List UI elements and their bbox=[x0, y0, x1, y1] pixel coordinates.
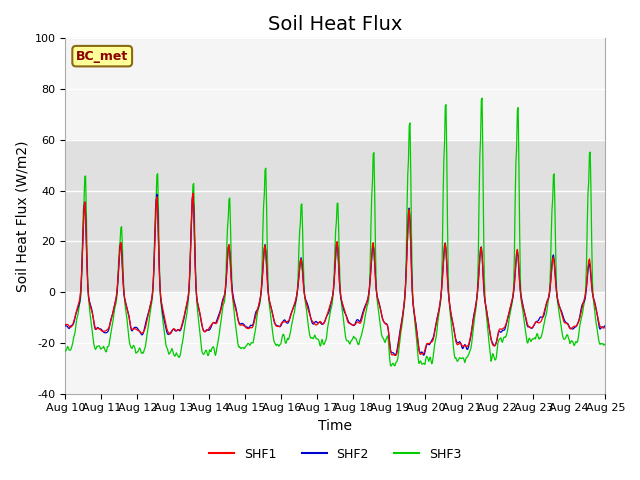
SHF3 bbox=[387, 363, 395, 369]
Title: Soil Heat Flux: Soil Heat Flux bbox=[268, 15, 403, 34]
SHF2 bbox=[189, 191, 196, 197]
SHF2 bbox=[182, 308, 189, 313]
Line: SHF1: SHF1 bbox=[65, 193, 605, 356]
SHF3 bbox=[417, 360, 425, 365]
SHF2 bbox=[402, 283, 410, 288]
SHF1 bbox=[418, 351, 426, 357]
SHF2 bbox=[602, 323, 609, 328]
SHF2 bbox=[71, 315, 79, 321]
SHF3 bbox=[478, 95, 486, 101]
SHF1 bbox=[71, 314, 79, 320]
SHF1 bbox=[61, 322, 69, 327]
SHF2 bbox=[417, 349, 425, 355]
SHF1 bbox=[392, 353, 399, 359]
SHF1 bbox=[182, 307, 189, 312]
Line: SHF2: SHF2 bbox=[65, 194, 605, 355]
Text: BC_met: BC_met bbox=[76, 49, 129, 63]
SHF3 bbox=[210, 345, 218, 351]
SHF2 bbox=[420, 352, 428, 358]
SHF3 bbox=[127, 344, 134, 349]
SHF3 bbox=[71, 329, 79, 335]
SHF1 bbox=[211, 320, 219, 326]
Bar bbox=[65, 140, 605, 292]
Y-axis label: Soil Heat Flux (W/m2): Soil Heat Flux (W/m2) bbox=[15, 140, 29, 292]
SHF1 bbox=[189, 190, 196, 196]
Line: SHF3: SHF3 bbox=[65, 98, 605, 366]
SHF3 bbox=[402, 285, 410, 290]
X-axis label: Time: Time bbox=[318, 419, 352, 433]
Legend: SHF1, SHF2, SHF3: SHF1, SHF2, SHF3 bbox=[204, 443, 467, 466]
SHF2 bbox=[61, 323, 69, 329]
SHF2 bbox=[211, 320, 219, 326]
SHF1 bbox=[403, 269, 410, 275]
SHF1 bbox=[127, 323, 134, 329]
SHF2 bbox=[127, 324, 134, 330]
SHF3 bbox=[61, 348, 69, 354]
SHF3 bbox=[602, 341, 609, 347]
SHF1 bbox=[602, 325, 609, 331]
SHF3 bbox=[182, 319, 189, 324]
